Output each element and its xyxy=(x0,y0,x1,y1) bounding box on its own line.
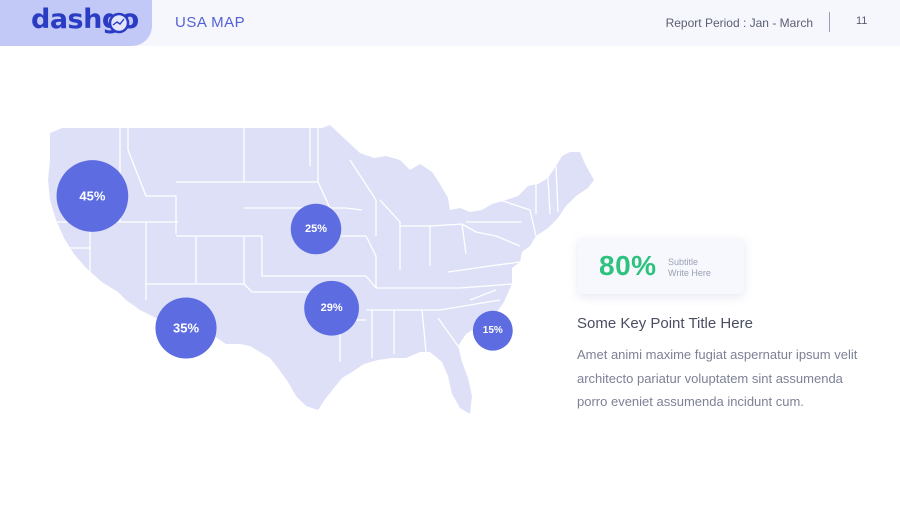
page-number: 11 xyxy=(856,15,868,27)
header-bar: dashgo USA MAP Report Period : Jan - Mar… xyxy=(0,0,900,46)
stat-subtitle-line1: Subtitle xyxy=(668,257,699,267)
logo-tab[interactable]: dashgo xyxy=(0,0,152,46)
report-period: Report Period : Jan - March xyxy=(665,16,813,30)
map-marker-label-5: 15% xyxy=(483,325,503,336)
map-marker-label-4: 29% xyxy=(321,302,343,314)
map-marker-label-1: 45% xyxy=(79,189,105,204)
map-marker-1[interactable] xyxy=(56,160,129,232)
key-point-body: Amet animi maxime fugiat aspernatur ipsu… xyxy=(577,347,858,409)
key-point-title: Some Key Point Title Here xyxy=(577,315,753,332)
stat-subtitle-line2: Write Here xyxy=(668,268,711,278)
logo-gauge-icon xyxy=(108,12,130,34)
usa-land xyxy=(48,125,594,414)
stat-subtitle: Subtitle Write Here xyxy=(668,257,711,279)
page-title: USA MAP xyxy=(175,14,246,31)
map-marker-5[interactable] xyxy=(472,310,513,351)
map-markers: 45% 25% 35% 29% 15% xyxy=(56,160,513,359)
stat-card: 80% Subtitle Write Here xyxy=(578,238,744,294)
map-marker-4[interactable] xyxy=(304,280,359,336)
map-marker-label-3: 35% xyxy=(173,321,199,336)
map-marker-label-2: 25% xyxy=(305,223,327,235)
map-land xyxy=(48,125,594,414)
header-divider xyxy=(829,12,830,32)
map-marker-2[interactable] xyxy=(290,203,342,255)
map-marker-3[interactable] xyxy=(155,297,217,359)
stat-value: 80% xyxy=(599,250,657,281)
